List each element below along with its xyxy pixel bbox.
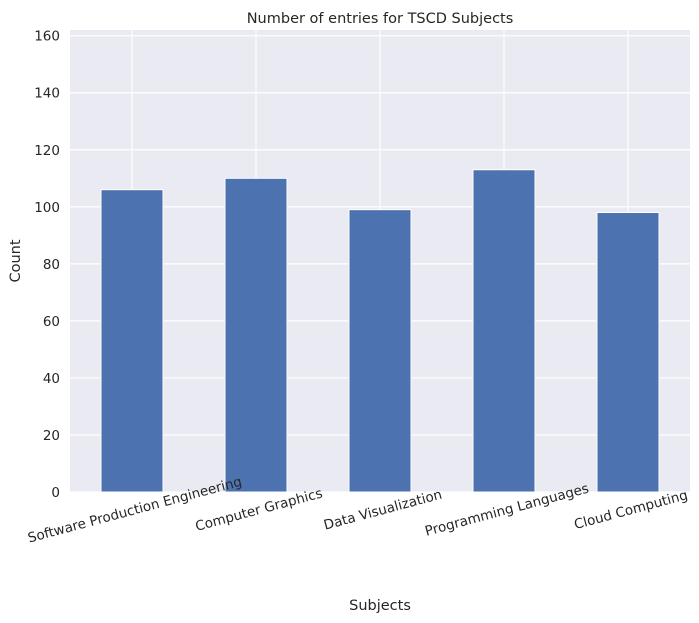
x-axis-label: Subjects — [349, 598, 411, 614]
bar — [224, 177, 288, 493]
y-tick-label: 80 — [43, 257, 60, 273]
y-tick-label: 40 — [43, 371, 60, 387]
bars — [100, 169, 660, 493]
chart-title: Number of entries for TSCD Subjects — [247, 11, 514, 27]
bar — [596, 212, 660, 493]
y-tick-label: 60 — [43, 314, 60, 330]
y-tick-label: 160 — [34, 29, 60, 45]
y-tick-label: 20 — [43, 428, 60, 444]
y-tick-labels: 0 20 40 60 80 100 120 140 160 — [34, 29, 60, 501]
bar — [100, 189, 164, 493]
y-tick-label: 100 — [34, 200, 60, 216]
bar — [348, 209, 412, 493]
y-tick-label: 140 — [34, 86, 60, 102]
y-tick-label: 0 — [51, 485, 60, 501]
bar — [472, 169, 536, 493]
y-tick-label: 120 — [34, 143, 60, 159]
y-axis-label: Count — [8, 239, 24, 282]
